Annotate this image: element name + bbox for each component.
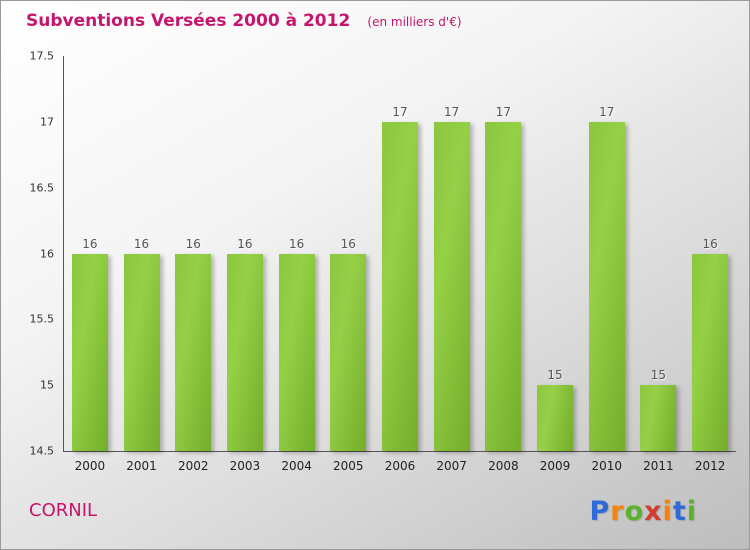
bar-value-label: 15 [650, 368, 667, 383]
brand-letter: o [624, 496, 645, 527]
y-tick-label: 16.5 [29, 181, 55, 195]
bar-slot: 16 2004 [271, 56, 323, 473]
bar [330, 253, 367, 451]
bar [71, 253, 108, 451]
bar-value-label: 16 [340, 236, 356, 251]
bar [485, 121, 522, 451]
y-tick-label: 17 [40, 115, 54, 129]
y-tick-label: 15 [40, 378, 54, 392]
bar-slot: 16 2005 [322, 56, 374, 473]
x-tick-label: 2012 [694, 459, 726, 473]
y-tick-label: 16 [40, 247, 54, 260]
y-tick-label: 15.5 [29, 312, 55, 326]
x-tick-label: 2001 [126, 459, 157, 473]
bar-value-label: 17 [599, 104, 615, 119]
proxiti-logo: Proxiti [589, 496, 697, 527]
bar-slot: 15 2011 [633, 56, 685, 473]
bar-slot: 17 2010 [581, 56, 633, 473]
bar [433, 121, 470, 451]
bar-value-label: 16 [288, 236, 305, 251]
bar [123, 253, 160, 451]
bar-value-label: 17 [495, 104, 511, 119]
x-tick-label: 2006 [384, 459, 416, 473]
brand-letter: t [672, 496, 687, 527]
y-tick-label: 17.5 [29, 49, 55, 63]
bar-slot: 16 2003 [219, 56, 271, 473]
bar [175, 253, 212, 451]
brand-letter: x [644, 496, 663, 527]
bar-value-label: 16 [185, 236, 201, 251]
x-tick-label: 2000 [74, 459, 106, 473]
bar [640, 385, 677, 451]
org-name: CORNIL [29, 500, 98, 521]
bar-slot: 16 2001 [116, 56, 168, 473]
bar-value-label: 16 [237, 236, 253, 251]
brand-letter: i [662, 496, 673, 527]
bar [278, 253, 315, 451]
bar [381, 121, 418, 451]
bar-slot: 17 2006 [374, 56, 426, 473]
bar [537, 385, 574, 451]
bar-slot: 16 2002 [167, 56, 219, 473]
x-tick-label: 2011 [643, 459, 674, 473]
x-tick-label: 2002 [177, 459, 209, 473]
x-tick-label: 2003 [229, 459, 261, 473]
bar [226, 253, 263, 451]
y-axis: 14.5 15 15.5 16 16.5 17 17.5 [12, 50, 60, 458]
x-tick-label: 2009 [539, 459, 571, 473]
bar-slot: 16 2000 [64, 56, 116, 473]
bar [692, 253, 729, 451]
bar-value-label: 17 [392, 104, 408, 119]
bar-value-label: 16 [702, 236, 718, 251]
bars-container: 16 2000 16 2001 16 2002 16 2003 16 2004 16 2005 17 20… [64, 56, 736, 473]
bar-slot: 17 2008 [478, 56, 530, 473]
bar [588, 121, 625, 451]
brand-letter: r [610, 496, 625, 527]
bar-value-label: 17 [444, 104, 460, 119]
brand-letter: P [589, 496, 611, 527]
chart-subtitle: (en milliers d'€) [367, 15, 462, 29]
x-tick-label: 2005 [333, 459, 364, 473]
chart-header: Subventions Versées 2000 à 2012 (en mill… [26, 11, 462, 31]
plot-area: 14.5 15 15.5 16 16.5 17 17.5 16 2000 16 2001 16 200… [30, 50, 736, 473]
x-tick-label: 2010 [591, 459, 622, 473]
y-tick-label: 14.5 [29, 444, 55, 458]
bar-slot: 15 2009 [529, 56, 581, 473]
bar-value-label: 16 [82, 236, 98, 251]
bar-slot: 17 2007 [426, 56, 478, 473]
bar-slot: 16 2012 [684, 56, 736, 473]
chart-title: Subventions Versées 2000 à 2012 [26, 11, 351, 31]
x-tick-label: 2008 [488, 459, 519, 473]
bar-value-label: 16 [133, 236, 150, 251]
x-tick-label: 2007 [436, 459, 467, 473]
x-tick-label: 2004 [281, 459, 312, 473]
bar-value-label: 15 [547, 368, 563, 383]
brand-letter: i [686, 496, 697, 527]
